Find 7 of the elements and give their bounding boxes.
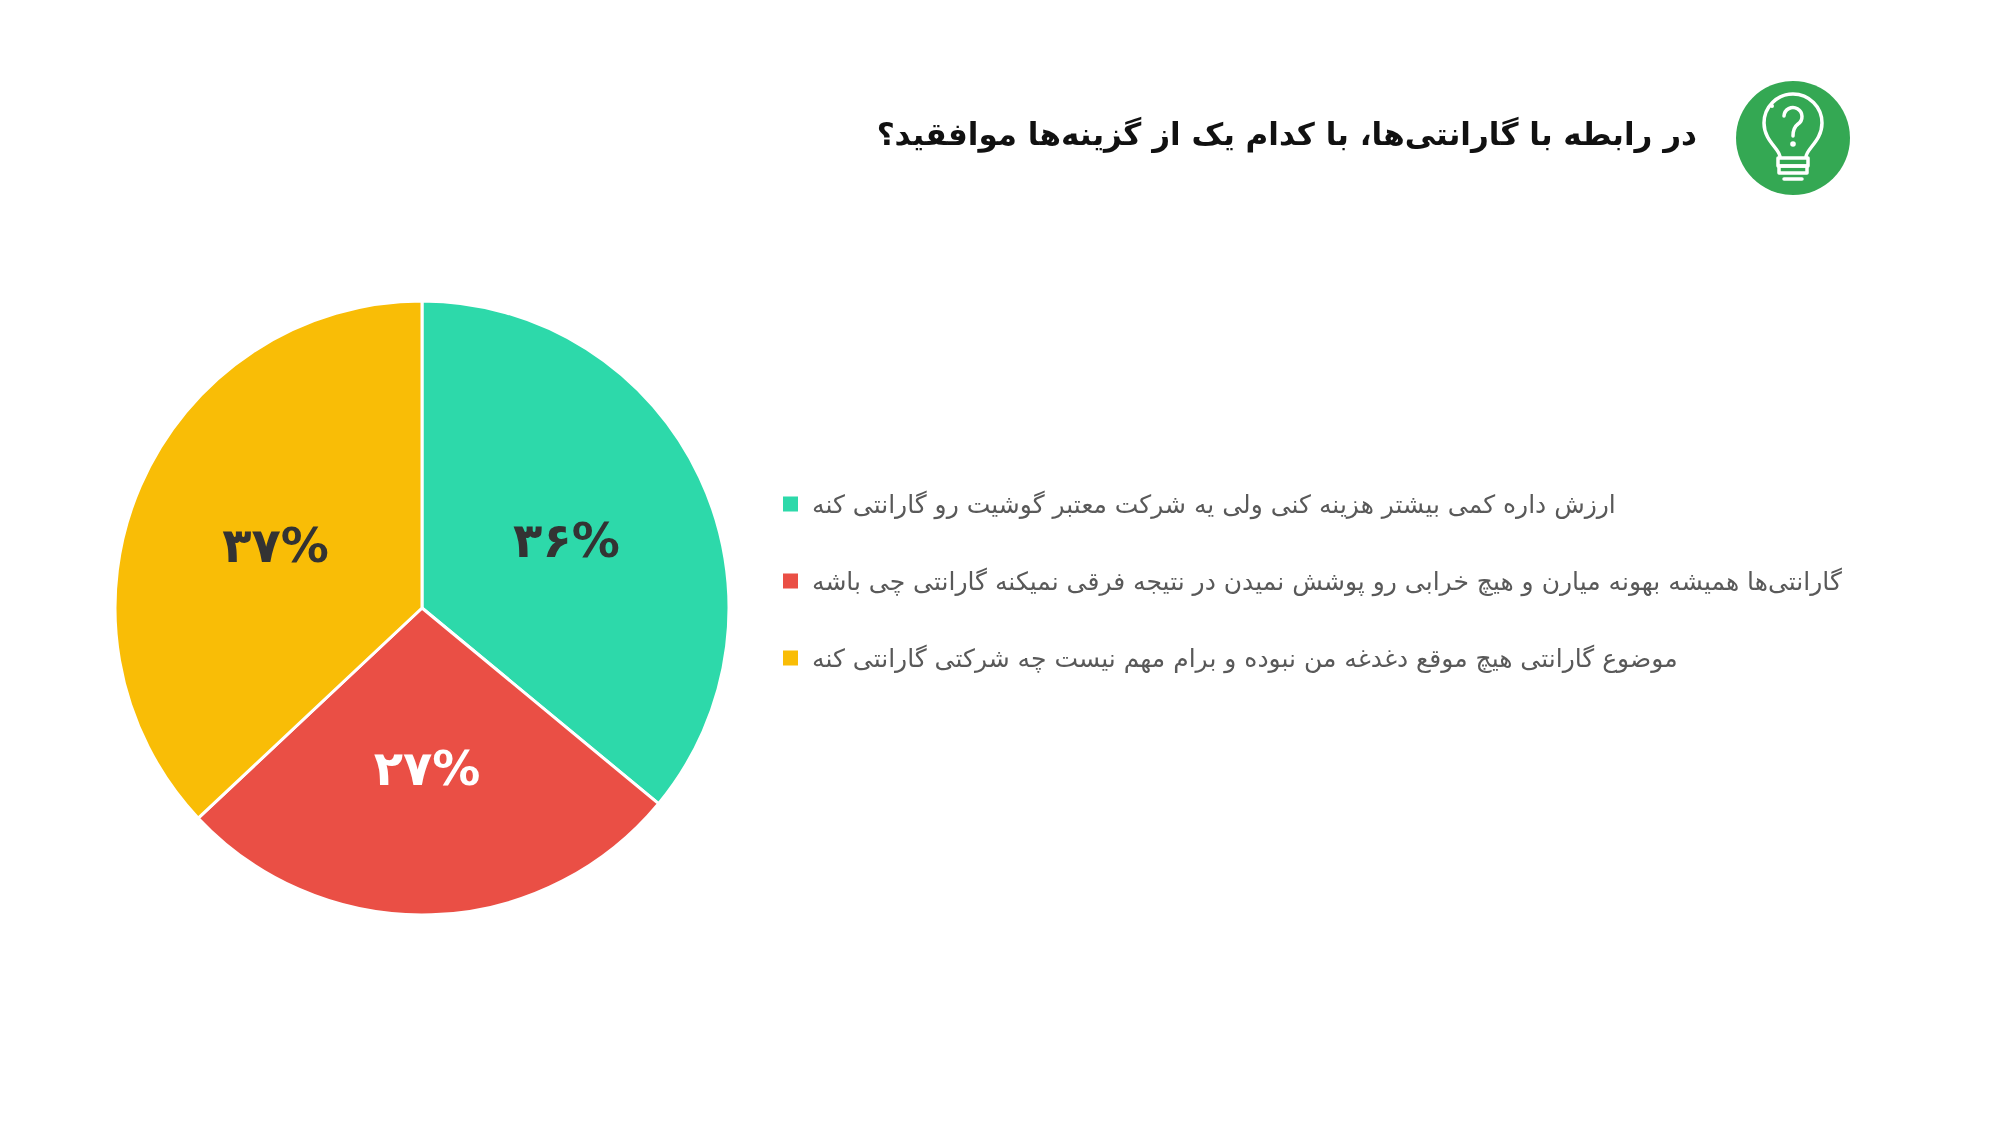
legend-label: موضوع گارانتی هیچ موقع دغدغه من نبوده و برام مهم نیست چه شرکتی گارانتی کنه <box>812 643 1678 673</box>
title: در رابطه با گارانتی‌ها، با کدام یک از گزینه‌ها موافقید؟ <box>876 116 1697 152</box>
data-label: ۳۶% <box>513 512 620 569</box>
data-label: ۲۷% <box>373 739 481 796</box>
data-label: ۳۷% <box>222 516 329 573</box>
legend-label: گارانتی‌ها همیشه بهونه میارن و هیچ خرابی رو پوشش نمیدن در نتیجه فرقی نمیکنه گارانتی چی باشه <box>812 566 1842 596</box>
legend-label: ارزش داره کمی بیشتر هزینه کنی ولی یه شرکت معتبر گوشیت رو گارانتی کنه <box>812 489 1616 519</box>
